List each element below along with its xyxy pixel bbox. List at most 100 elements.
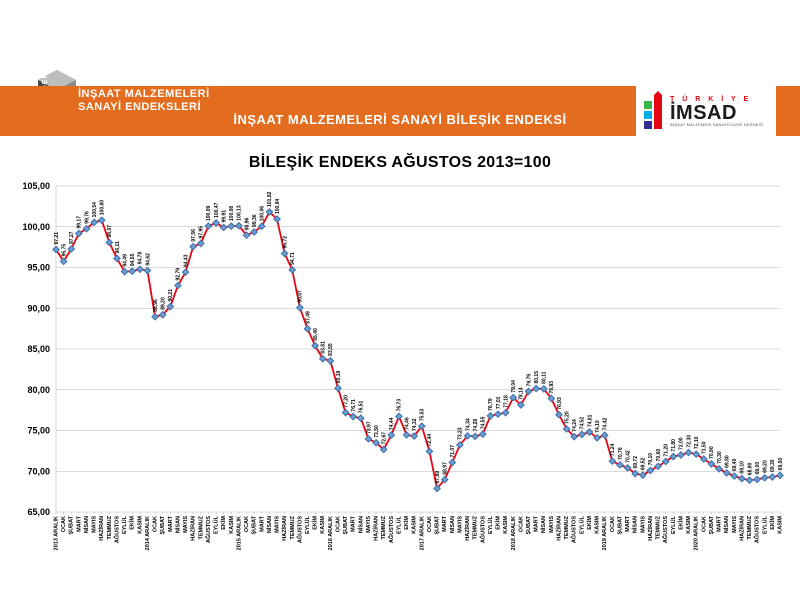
svg-text:EKİM: EKİM [220,516,227,530]
svg-text:HAZİRAN: HAZİRAN [281,516,288,541]
svg-text:74,52: 74,52 [580,417,586,430]
svg-text:MAYIS: MAYIS [366,516,372,533]
svg-text:100,13: 100,13 [237,205,243,221]
svg-text:KASIM: KASIM [412,516,418,534]
svg-text:AĞUSTOS: AĞUSTOS [661,516,669,543]
svg-text:TEMMUZ: TEMMUZ [747,515,753,539]
svg-text:EYLÜL: EYLÜL [395,515,402,534]
svg-text:100,80: 100,80 [100,200,106,216]
svg-text:2013 ARALIK: 2013 ARALIK [54,516,60,550]
svg-text:96,72: 96,72 [282,236,288,249]
svg-text:69,52: 69,52 [641,457,647,470]
svg-text:100,94: 100,94 [275,199,281,215]
svg-text:NİSAN: NİSAN [83,516,90,533]
imsad-one-icon [642,91,666,131]
svg-text:EYLÜL: EYLÜL [487,515,494,534]
svg-text:74,32: 74,32 [412,418,418,431]
svg-text:MAYIS: MAYIS [640,516,646,533]
svg-text:EYLÜL: EYLÜL [121,515,128,534]
svg-text:68,90: 68,90 [747,462,753,475]
svg-text:HAZİRAN: HAZİRAN [738,516,745,541]
svg-text:2018 ARALIK: 2018 ARALIK [511,516,517,550]
svg-text:71,50: 71,50 [702,441,708,454]
svg-text:99,91: 99,91 [221,210,227,223]
svg-text:88,96: 88,96 [153,299,159,312]
svg-text:70,30: 70,30 [717,451,723,464]
svg-text:ŞUBAT: ŞUBAT [69,515,75,534]
svg-text:TEMMUZ: TEMMUZ [656,515,662,539]
svg-text:OCAK: OCAK [701,516,707,532]
svg-text:73,97: 73,97 [366,421,372,434]
svg-text:97,56: 97,56 [191,229,197,242]
svg-text:71,07: 71,07 [450,445,456,458]
svg-text:HAZİRAN: HAZİRAN [98,516,105,541]
svg-text:96,11: 96,11 [115,241,121,253]
svg-text:AĞUSTOS: AĞUSTOS [570,516,578,543]
svg-text:105,00: 105,00 [22,181,50,191]
svg-text:77,18: 77,18 [503,395,509,408]
svg-text:94,43: 94,43 [183,254,189,267]
svg-text:ŞUBAT: ŞUBAT [617,515,623,534]
svg-text:76,79: 76,79 [488,398,494,411]
svg-text:100,08: 100,08 [229,206,235,222]
svg-text:MART: MART [259,515,265,532]
svg-text:ŞUBAT: ŞUBAT [160,515,166,534]
svg-text:EKİM: EKİM [586,516,593,530]
svg-text:69,40: 69,40 [732,458,738,471]
svg-text:MART: MART [717,515,723,532]
svg-text:KASIM: KASIM [595,516,601,534]
svg-text:MART: MART [625,515,631,532]
svg-text:75,20: 75,20 [564,411,570,424]
svg-text:AĞUSTOS: AĞUSTOS [753,516,761,543]
svg-text:NİSAN: NİSAN [723,516,730,533]
svg-text:99,76: 99,76 [84,211,90,224]
svg-text:72,67: 72,67 [382,432,388,445]
header-left-label: İNŞAAT MALZEMELERİ SANAYİ ENDEKSLERİ [78,88,210,114]
chart-area: 65,0070,0075,0080,0085,0090,0095,00100,0… [12,178,788,580]
svg-text:KASIM: KASIM [778,516,784,534]
svg-text:KASIM: KASIM [686,516,692,534]
svg-text:89,20: 89,20 [160,297,166,310]
svg-text:2019 ARALIK: 2019 ARALIK [602,516,608,550]
svg-text:MAYIS: MAYIS [275,516,281,533]
svg-text:85,40: 85,40 [313,328,319,341]
svg-text:MAYIS: MAYIS [457,516,463,533]
svg-text:79,04: 79,04 [511,380,517,393]
svg-text:EKİM: EKİM [677,516,684,530]
svg-text:OCAK: OCAK [153,516,159,532]
svg-text:TEMMUZ: TEMMUZ [107,515,113,539]
svg-text:74,44: 74,44 [389,417,395,430]
svg-text:94,62: 94,62 [145,253,151,266]
svg-text:2017 ARALIK: 2017 ARALIK [419,516,425,550]
svg-text:85,00: 85,00 [27,344,50,354]
svg-text:MART: MART [534,515,540,532]
svg-text:OCAK: OCAK [518,516,524,532]
svg-text:65,00: 65,00 [27,507,50,517]
svg-text:ŞUBAT: ŞUBAT [252,515,258,534]
svg-text:80,15: 80,15 [534,371,540,384]
svg-text:77,01: 77,01 [496,396,502,409]
svg-text:EKİM: EKİM [769,516,776,530]
svg-text:MART: MART [351,515,357,532]
svg-text:97,21: 97,21 [54,232,60,245]
svg-text:EYLÜL: EYLÜL [578,515,585,534]
svg-text:70,90: 70,90 [709,446,715,459]
svg-text:NİSAN: NİSAN [266,516,273,533]
svg-text:KASIM: KASIM [229,516,235,534]
svg-text:70,78: 70,78 [618,447,624,460]
svg-text:72,30: 72,30 [686,435,692,448]
svg-text:HAZİRAN: HAZİRAN [464,516,471,541]
svg-text:69,50: 69,50 [778,458,784,471]
svg-text:72,44: 72,44 [427,434,433,447]
svg-text:69,00: 69,00 [755,462,761,475]
svg-text:TEMMUZ: TEMMUZ [381,515,387,539]
svg-text:ŞUBAT: ŞUBAT [709,515,715,534]
svg-text:75,53: 75,53 [420,408,426,421]
svg-text:90,21: 90,21 [168,289,174,302]
svg-text:AĞUSTOS: AĞUSTOS [295,516,303,543]
svg-text:76,51: 76,51 [359,400,365,413]
svg-text:67,89: 67,89 [435,471,441,484]
svg-text:76,93: 76,93 [557,397,563,410]
svg-text:HAZİRAN: HAZİRAN [190,516,197,541]
svg-text:EYLÜL: EYLÜL [304,515,311,534]
